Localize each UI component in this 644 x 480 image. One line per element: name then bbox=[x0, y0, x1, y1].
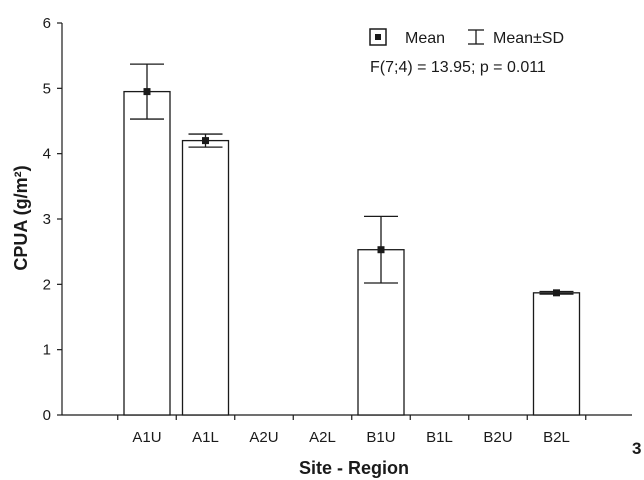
legend-sd-icon bbox=[468, 29, 484, 45]
x-tick-label: B2L bbox=[543, 429, 570, 446]
mean-marker bbox=[553, 289, 560, 297]
y-tick-label: 5 bbox=[43, 80, 51, 97]
mean-marker bbox=[377, 246, 385, 254]
y-tick-label: 3 bbox=[43, 211, 51, 228]
legend: Mean Mean±SD bbox=[369, 28, 564, 47]
statistics-annotation: F(7;4) = 13.95; p = 0.011 bbox=[370, 59, 546, 76]
legend-mean-marker bbox=[375, 34, 381, 40]
y-axis-title: CPUA (g/m²) bbox=[11, 165, 31, 270]
x-tick-label: B2U bbox=[483, 429, 512, 446]
chart-bars bbox=[123, 90, 581, 416]
mean-marker bbox=[143, 88, 151, 96]
y-tick-label: 1 bbox=[43, 342, 51, 359]
bar bbox=[181, 139, 230, 416]
y-tick-label: 6 bbox=[43, 15, 51, 32]
y-tick-label: 0 bbox=[43, 407, 51, 424]
x-tick-label: A2U bbox=[249, 429, 278, 446]
chart-axes: 0 1 2 3 4 5 6 A1U A1L A2U A2L B1U B1L B2U B2L bbox=[43, 15, 632, 446]
x-tick-label: B1L bbox=[426, 429, 453, 446]
legend-mean-label: Mean bbox=[405, 30, 445, 47]
x-tick-label: A2L bbox=[309, 429, 336, 446]
y-tick-label: 2 bbox=[43, 276, 51, 293]
mean-marker bbox=[202, 137, 209, 145]
y-tick-label: 4 bbox=[43, 146, 51, 163]
bar bbox=[532, 292, 581, 416]
bar bbox=[123, 90, 171, 416]
corner-label: 3 bbox=[632, 439, 641, 458]
x-axis-title: Site - Region bbox=[299, 458, 409, 478]
x-tick-label: B1U bbox=[366, 429, 395, 446]
legend-sd-label: Mean±SD bbox=[493, 30, 564, 47]
x-tick-label: A1L bbox=[192, 429, 219, 446]
x-tick-label: A1U bbox=[132, 429, 161, 446]
chart-mean-points bbox=[143, 88, 560, 297]
